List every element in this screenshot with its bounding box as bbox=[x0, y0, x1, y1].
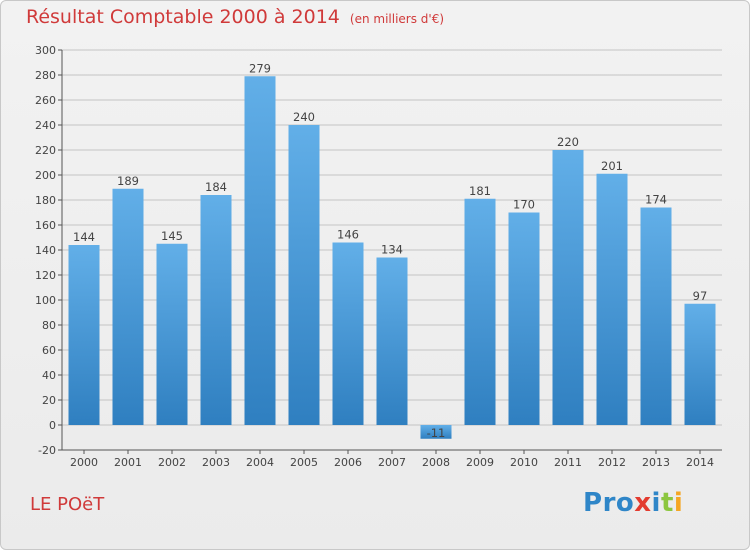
value-label-2013: 174 bbox=[645, 193, 667, 207]
value-label-2010: 170 bbox=[513, 198, 535, 212]
y-tick-label: 280 bbox=[35, 69, 56, 82]
x-tick-label-2003: 2003 bbox=[202, 456, 230, 469]
value-label-2006: 146 bbox=[337, 228, 359, 242]
bar-2007 bbox=[376, 257, 408, 425]
logo-letter: r bbox=[602, 488, 616, 518]
y-tick-label: 300 bbox=[35, 44, 56, 57]
chart-title: Résultat Comptable 2000 à 2014 (en millie… bbox=[26, 6, 444, 28]
y-tick-label: 260 bbox=[35, 94, 56, 107]
bar-2014 bbox=[684, 303, 716, 425]
y-tick-label: 140 bbox=[35, 244, 56, 257]
y-tick-label: 0 bbox=[49, 419, 56, 432]
location-label: LE POëT bbox=[30, 494, 105, 515]
y-tick-label: 40 bbox=[42, 369, 56, 382]
bar-2006 bbox=[332, 242, 364, 425]
bar-2012 bbox=[596, 173, 628, 425]
value-label-2005: 240 bbox=[293, 110, 315, 124]
value-label-2003: 184 bbox=[205, 180, 227, 194]
x-tick-label-2014: 2014 bbox=[686, 456, 714, 469]
chart-title-text: Résultat Comptable 2000 à 2014 bbox=[26, 6, 340, 28]
value-label-2000: 144 bbox=[73, 230, 95, 244]
y-tick-label: 100 bbox=[35, 294, 56, 307]
y-tick-label: 120 bbox=[35, 269, 56, 282]
bar-2000 bbox=[68, 245, 100, 425]
y-tick-label: 80 bbox=[42, 319, 56, 332]
value-label-2009: 181 bbox=[469, 184, 491, 198]
x-tick-label-2004: 2004 bbox=[246, 456, 274, 469]
x-tick-label-2013: 2013 bbox=[642, 456, 670, 469]
proxiti-logo: Proxiti bbox=[583, 488, 683, 518]
bar-2009 bbox=[464, 198, 496, 425]
x-tick-label-2000: 2000 bbox=[70, 456, 98, 469]
x-tick-label-2010: 2010 bbox=[510, 456, 538, 469]
y-tick-label: 160 bbox=[35, 219, 56, 232]
bar-2013 bbox=[640, 207, 672, 425]
bar-2001 bbox=[112, 188, 144, 425]
y-tick-label: 180 bbox=[35, 194, 56, 207]
value-label-2014: 97 bbox=[693, 289, 708, 303]
value-label-2007: 134 bbox=[381, 243, 403, 257]
value-label-2004: 279 bbox=[249, 61, 271, 75]
bar-2005 bbox=[288, 125, 320, 425]
logo-letter: o bbox=[615, 488, 635, 518]
logo-letter: t bbox=[660, 488, 674, 518]
x-tick-label-2011: 2011 bbox=[554, 456, 582, 469]
y-tick-label: 60 bbox=[42, 344, 56, 357]
y-tick-label: 240 bbox=[35, 119, 56, 132]
x-tick-label-2005: 2005 bbox=[290, 456, 318, 469]
x-tick-label-2012: 2012 bbox=[598, 456, 626, 469]
bar-2004 bbox=[244, 76, 276, 425]
y-tick-label: 20 bbox=[42, 394, 56, 407]
x-tick-label-2001: 2001 bbox=[114, 456, 142, 469]
bar-2008 bbox=[420, 425, 452, 439]
value-label-2002: 145 bbox=[161, 229, 183, 243]
logo-letter: i bbox=[673, 488, 684, 518]
bar-2011 bbox=[552, 150, 584, 425]
value-label-2011: 220 bbox=[557, 135, 579, 149]
x-tick-label-2002: 2002 bbox=[158, 456, 186, 469]
x-tick-label-2006: 2006 bbox=[334, 456, 362, 469]
bar-2010 bbox=[508, 212, 540, 425]
axes bbox=[58, 49, 722, 454]
value-label-2008: -11 bbox=[427, 426, 446, 440]
labels: -20 0 20 40 60 80 100 120 140 160 180 200 220 240 260 2… bbox=[35, 44, 714, 469]
bars bbox=[68, 76, 716, 439]
bar-2003 bbox=[200, 195, 232, 425]
logo-letter: P bbox=[583, 488, 603, 518]
y-tick-label: 220 bbox=[35, 144, 56, 157]
y-tick-label: 200 bbox=[35, 169, 56, 182]
chart-unit: (en milliers d'€) bbox=[349, 12, 445, 26]
logo-letter: x bbox=[634, 488, 652, 518]
value-label-2012: 201 bbox=[601, 159, 623, 173]
x-tick-label-2008: 2008 bbox=[422, 456, 450, 469]
value-label-2001: 189 bbox=[117, 174, 139, 188]
x-tick-label-2009: 2009 bbox=[466, 456, 494, 469]
y-tick-label: -20 bbox=[38, 444, 56, 457]
logo-letter: i bbox=[651, 488, 661, 518]
bar-2002 bbox=[156, 243, 188, 425]
x-tick-label-2007: 2007 bbox=[378, 456, 406, 469]
